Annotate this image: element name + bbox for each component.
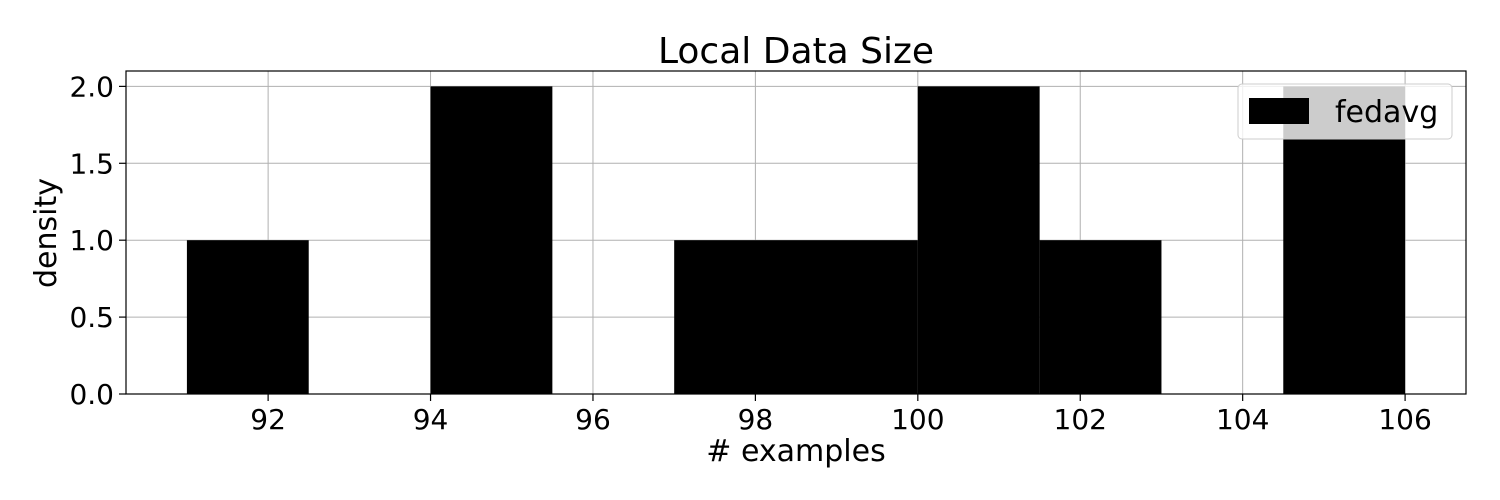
x-tick-label: 94 [413,403,449,436]
y-axis-label: density [29,178,64,288]
histogram-bar [674,240,796,394]
legend-swatch [1249,98,1309,124]
histogram-bar [796,240,918,394]
x-tick-label: 92 [250,403,286,436]
legend: fedavg [1237,83,1453,140]
legend-label: fedavg [1335,95,1438,130]
x-axis-ticks: 92 94 96 98 100 102 104 106 [250,394,1432,436]
histogram-bar [430,86,553,394]
x-axis-label: # examples [706,434,885,469]
plot-frame [125,70,1467,395]
x-tick-label: 96 [575,403,611,436]
histogram-bar [186,240,309,394]
histogram-bars [186,86,1406,394]
y-axis-ticks: 0.0 0.5 1.0 1.5 2.0 [69,70,126,411]
chart-title: Local Data Size [658,31,934,72]
y-tick-label: 0.5 [69,301,114,334]
x-tick-label: 100 [891,403,944,436]
x-tick-label: 106 [1378,403,1431,436]
x-tick-label: 102 [1054,403,1107,436]
legend-box [1237,83,1453,140]
histogram-bar [1039,240,1162,394]
y-tick-label: 1.5 [69,147,114,180]
histogram-bar [917,86,1040,394]
x-tick-label: 98 [738,403,774,436]
y-tick-label: 2.0 [69,70,114,103]
x-tick-label: 104 [1216,403,1269,436]
y-tick-label: 0.0 [69,378,114,411]
y-tick-label: 1.0 [69,224,114,257]
